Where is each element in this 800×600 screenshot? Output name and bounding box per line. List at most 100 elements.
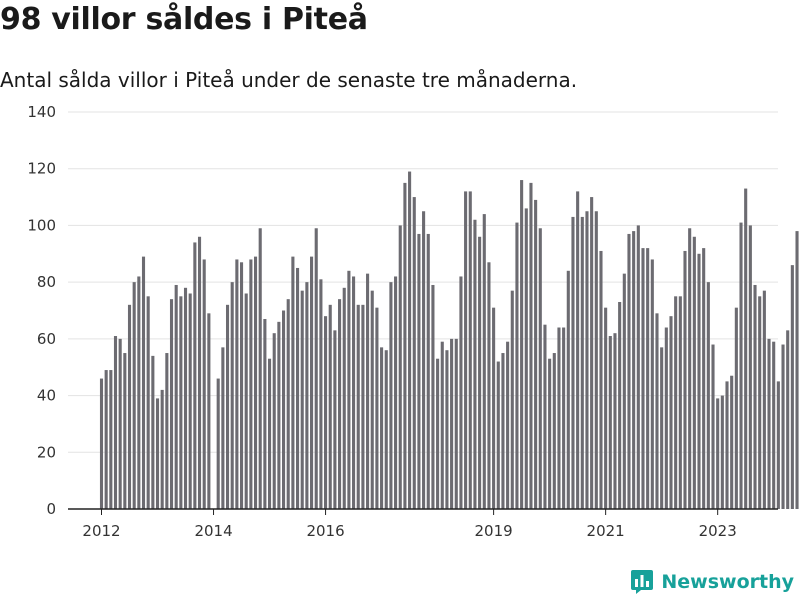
y-tick-label: 80: [37, 273, 56, 291]
bar: [548, 358, 552, 509]
bar: [417, 233, 421, 509]
bar: [748, 225, 752, 509]
bar: [650, 259, 654, 509]
bar: [454, 338, 458, 509]
bar: [632, 231, 636, 509]
bar: [268, 358, 272, 509]
y-axis: 0 20 40 60 80 100 120 140: [27, 103, 56, 518]
bar: [772, 341, 776, 509]
bar: [123, 353, 127, 509]
bar: [716, 398, 720, 509]
bar: [580, 216, 584, 510]
bar: [646, 248, 650, 510]
y-tick-label: 40: [37, 387, 56, 405]
bar: [127, 304, 132, 509]
bar: [155, 398, 160, 509]
bar: [473, 219, 477, 509]
bar: [725, 381, 729, 509]
bar: [669, 316, 673, 509]
bar: [118, 338, 122, 509]
bar: [524, 208, 528, 509]
bar: [627, 233, 631, 509]
chart-title: 98 villor såldes i Piteå: [0, 2, 368, 37]
bar: [720, 395, 724, 509]
bar: [758, 296, 762, 509]
x-axis: 2012201420162019202120232025: [82, 509, 737, 540]
bar: [333, 330, 337, 509]
bar: [566, 270, 570, 509]
bar: [174, 284, 178, 509]
bar: [576, 191, 580, 509]
bar: [534, 199, 538, 509]
x-tick-label: 2014: [194, 522, 232, 540]
bar: [683, 250, 687, 509]
bar: [141, 256, 146, 509]
bar: [692, 236, 696, 509]
bar: [263, 319, 267, 509]
bar: [310, 256, 314, 509]
bar: [146, 296, 150, 509]
bar: [478, 236, 482, 509]
bar: [338, 299, 342, 509]
bar: [239, 262, 244, 509]
bar: [202, 259, 206, 509]
bar: [585, 211, 589, 509]
bar: [613, 333, 617, 509]
bar: [183, 287, 188, 509]
bar: [487, 262, 491, 509]
bar: [688, 228, 692, 509]
bar: [562, 327, 566, 509]
x-tick-label: 2019: [475, 522, 513, 540]
bar: [235, 259, 239, 509]
bar: [795, 231, 799, 509]
x-tick-label: 2012: [82, 522, 120, 540]
chart-subtitle: Antal sålda villor i Piteå under de sena…: [0, 68, 578, 92]
bar: [370, 290, 374, 509]
bar: [641, 248, 645, 510]
bar: [197, 236, 202, 509]
brand-name: Newsworthy: [661, 571, 794, 593]
bar: [165, 353, 169, 509]
bar: [734, 307, 738, 509]
bar: [753, 284, 757, 509]
bar: [697, 253, 701, 509]
bar: [366, 273, 370, 509]
bar: [272, 333, 276, 509]
bar: [492, 307, 496, 509]
bar: [132, 282, 136, 509]
bar: [678, 296, 682, 509]
bar: [622, 273, 626, 509]
bar: [412, 197, 416, 509]
y-tick-label: 120: [27, 160, 56, 178]
bar: [291, 256, 295, 509]
bar: [618, 301, 622, 509]
bar: [468, 191, 472, 509]
bar: [431, 284, 435, 509]
bar: [594, 211, 598, 509]
bar: [384, 350, 388, 509]
bar: [160, 389, 164, 509]
bar: [398, 225, 402, 509]
bar: [464, 191, 468, 509]
bar: [104, 370, 108, 509]
bar: [282, 310, 286, 509]
bar: [394, 276, 398, 509]
bar: [258, 228, 262, 509]
bar: [137, 276, 141, 509]
bar: [361, 304, 365, 509]
bar: [216, 378, 220, 509]
bar: [730, 375, 734, 509]
bar: [571, 216, 575, 510]
y-tick-label: 20: [37, 443, 56, 461]
bar: [99, 378, 104, 509]
bar: [590, 197, 594, 509]
bar: [520, 180, 524, 509]
bar: [277, 321, 281, 509]
bar: [253, 256, 258, 509]
bar: [324, 316, 328, 509]
x-tick-label: 2023: [699, 522, 737, 540]
bar: [296, 267, 300, 509]
bar: [706, 282, 710, 509]
bar: [426, 233, 430, 509]
bar: [403, 182, 407, 509]
